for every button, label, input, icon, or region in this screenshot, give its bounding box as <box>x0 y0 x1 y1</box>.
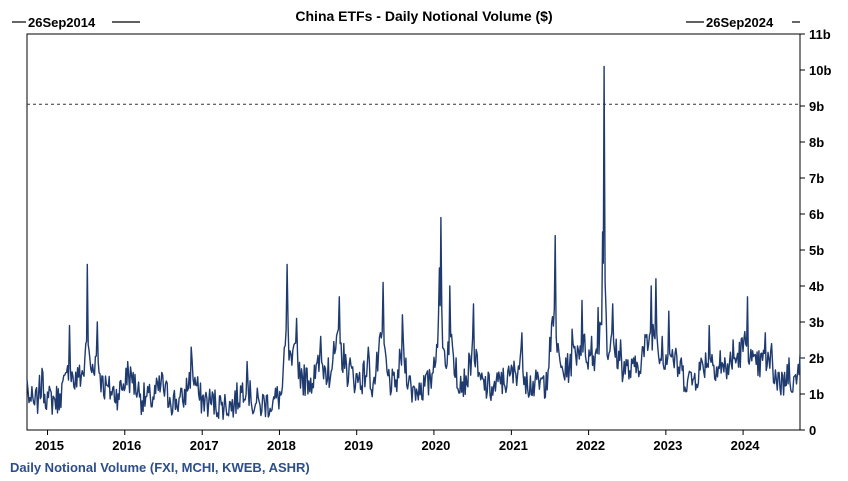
y-tick-label: 6b <box>809 207 824 222</box>
x-tick-label: 2017 <box>190 438 219 453</box>
y-tick-label: 4b <box>809 279 824 294</box>
start-date-label: 26Sep2014 <box>28 15 96 30</box>
series-line-notional-volume <box>26 65 801 420</box>
y-tick-label: 1b <box>809 387 824 402</box>
y-tick-label: 5b <box>809 243 824 258</box>
x-tick-label: 2019 <box>344 438 373 453</box>
x-tick-label: 2024 <box>731 438 761 453</box>
axes: 0 1b 2b 3b 4b 5b 6b 7b 8b 9b 10b 11b 2015 2016 2017 201… <box>35 27 831 453</box>
x-tick-label: 2015 <box>35 438 64 453</box>
x-tick-label: 2021 <box>499 438 528 453</box>
y-tick-label: 8b <box>809 135 824 150</box>
footer-caption: Daily Notional Volume (FXI, MCHI, KWEB, … <box>10 460 310 475</box>
y-tick-label: 11b <box>809 27 831 42</box>
y-tick-label: 7b <box>809 171 824 186</box>
y-tick-label: 3b <box>809 315 824 330</box>
x-tick-label: 2016 <box>112 438 141 453</box>
x-tick-label: 2020 <box>421 438 450 453</box>
end-date-label: 26Sep2024 <box>706 15 774 30</box>
y-tick-label: 9b <box>809 99 824 114</box>
x-tick-label: 2022 <box>576 438 605 453</box>
chart-title: China ETFs - Daily Notional Volume ($) <box>295 8 552 24</box>
x-tick-label: 2018 <box>267 438 296 453</box>
y-tick-label: 10b <box>809 63 831 78</box>
y-tick-label: 0 <box>809 423 816 438</box>
plot-area <box>26 33 801 431</box>
y-tick-label: 2b <box>809 351 824 366</box>
x-tick-label: 2023 <box>653 438 682 453</box>
